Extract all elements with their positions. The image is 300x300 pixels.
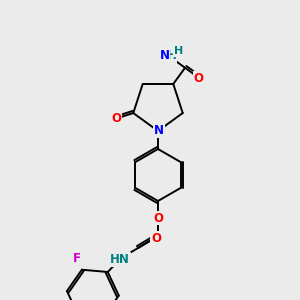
Text: O: O xyxy=(152,232,161,245)
Text: H: H xyxy=(174,46,183,56)
Text: O: O xyxy=(111,112,121,125)
Text: N: N xyxy=(160,49,170,62)
Text: H: H xyxy=(167,49,176,62)
Text: N: N xyxy=(154,124,164,137)
Text: O: O xyxy=(153,212,163,224)
Text: F: F xyxy=(73,252,81,266)
Text: O: O xyxy=(194,72,204,85)
Text: HN: HN xyxy=(110,253,130,266)
